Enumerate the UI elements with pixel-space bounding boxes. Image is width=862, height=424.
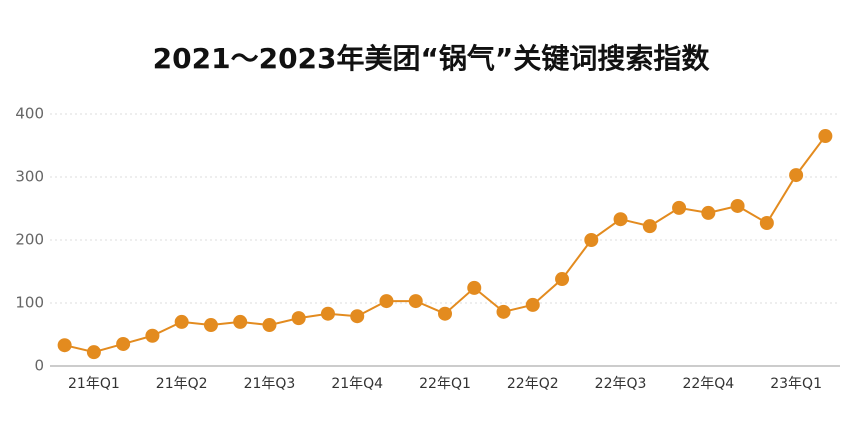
data-point <box>174 314 189 329</box>
data-point <box>584 233 599 247</box>
data-point <box>818 129 833 144</box>
data-point <box>730 198 745 213</box>
y-tick-label: 400 <box>15 105 44 123</box>
y-tick-label: 100 <box>15 294 44 312</box>
data-point <box>789 168 804 183</box>
data-point <box>233 314 248 329</box>
data-point <box>291 311 306 326</box>
data-point <box>320 306 335 321</box>
x-tick-label: 22年Q4 <box>682 376 734 392</box>
y-tick-label: 200 <box>15 231 44 249</box>
data-point <box>525 297 540 312</box>
data-point <box>701 205 716 220</box>
chart-title: 2021～2023年美团“锅气”关键词搜索指数 <box>153 42 711 75</box>
data-point <box>350 309 365 324</box>
data-point <box>379 294 394 309</box>
data-point <box>116 336 131 351</box>
x-tick-label: 22年Q3 <box>595 376 647 392</box>
data-point <box>203 318 218 333</box>
data-point <box>57 338 72 353</box>
y-tick-label: 0 <box>34 357 44 375</box>
data-point <box>262 318 277 333</box>
data-point <box>86 345 101 360</box>
data-point <box>759 215 774 230</box>
x-tick-label: 21年Q2 <box>156 376 208 392</box>
data-point <box>467 280 482 295</box>
data-point <box>496 304 511 319</box>
x-tick-label: 21年Q1 <box>68 376 120 392</box>
data-point <box>613 212 628 227</box>
data-point <box>672 200 687 215</box>
data-point <box>555 272 570 287</box>
x-tick-label: 22年Q1 <box>419 376 471 392</box>
x-tick-label: 21年Q3 <box>244 376 296 392</box>
data-point <box>145 328 160 343</box>
x-tick-label: 23年Q1 <box>770 376 822 392</box>
data-point <box>408 294 423 309</box>
data-point <box>438 306 452 321</box>
x-tick-label: 22年Q2 <box>507 376 559 392</box>
x-tick-label: 21年Q4 <box>331 376 383 392</box>
y-tick-label: 300 <box>15 168 44 186</box>
data-point <box>642 219 657 234</box>
